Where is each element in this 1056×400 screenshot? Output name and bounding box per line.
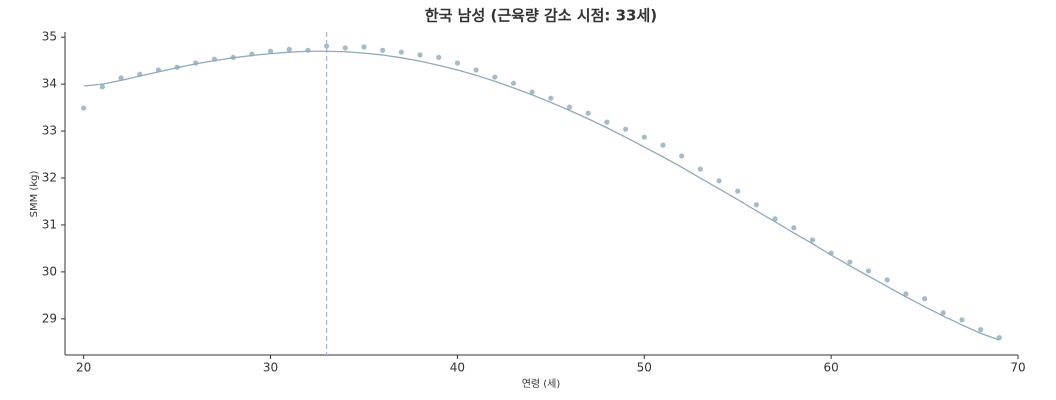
y-tick-label: 29 xyxy=(42,311,57,325)
data-point xyxy=(305,47,311,53)
data-point xyxy=(398,49,404,55)
data-point xyxy=(959,317,965,323)
x-tick-label: 20 xyxy=(76,361,91,375)
data-point xyxy=(660,142,666,148)
data-point xyxy=(566,104,573,110)
data-point xyxy=(510,80,517,86)
x-tick-label: 30 xyxy=(263,361,278,375)
x-axis-label: 연령 (세) xyxy=(522,378,561,390)
data-point xyxy=(417,52,423,58)
data-point xyxy=(492,74,498,80)
data-point xyxy=(99,84,105,90)
fit-line xyxy=(83,50,1000,341)
x-tick-label: 70 xyxy=(1010,361,1025,375)
data-point xyxy=(380,47,386,53)
y-tick-label: 34 xyxy=(42,77,57,91)
data-point xyxy=(342,45,348,51)
x-tick-label: 50 xyxy=(637,361,652,375)
data-point xyxy=(81,105,87,111)
data-point xyxy=(735,188,741,194)
data-point xyxy=(267,48,274,54)
data-point xyxy=(529,89,535,95)
data-point xyxy=(753,202,759,208)
data-point xyxy=(884,277,890,283)
data-point xyxy=(548,95,554,101)
data-point xyxy=(641,134,647,140)
data-point xyxy=(847,259,853,265)
data-point xyxy=(697,166,703,172)
data-point xyxy=(604,119,610,125)
x-tick-label: 40 xyxy=(450,361,465,375)
y-tick-label: 31 xyxy=(42,217,57,231)
y-tick-label: 33 xyxy=(42,124,57,138)
y-tick-label: 32 xyxy=(42,171,57,185)
data-point xyxy=(772,216,778,222)
data-point xyxy=(622,126,629,132)
data-point xyxy=(716,178,722,184)
data-point xyxy=(436,54,442,60)
data-point xyxy=(921,296,928,302)
data-point xyxy=(324,43,330,49)
data-point xyxy=(286,46,292,52)
data-point xyxy=(118,75,124,81)
data-point xyxy=(473,67,479,73)
data-point xyxy=(454,60,461,66)
data-point xyxy=(679,153,685,159)
data-point xyxy=(978,327,984,333)
y-tick-label: 30 xyxy=(42,264,57,278)
data-point xyxy=(865,268,872,274)
data-point xyxy=(809,237,816,243)
data-point xyxy=(791,225,797,231)
data-point xyxy=(361,44,367,50)
data-point xyxy=(940,310,946,316)
data-point xyxy=(903,291,909,297)
data-point xyxy=(585,110,591,116)
y-axis-label: SMM (kg) xyxy=(29,171,40,218)
y-tick-label: 35 xyxy=(42,30,57,44)
x-tick-label: 60 xyxy=(823,361,838,375)
chart-title: 한국 남성 (근육량 감소 시점: 33세) xyxy=(425,7,657,25)
